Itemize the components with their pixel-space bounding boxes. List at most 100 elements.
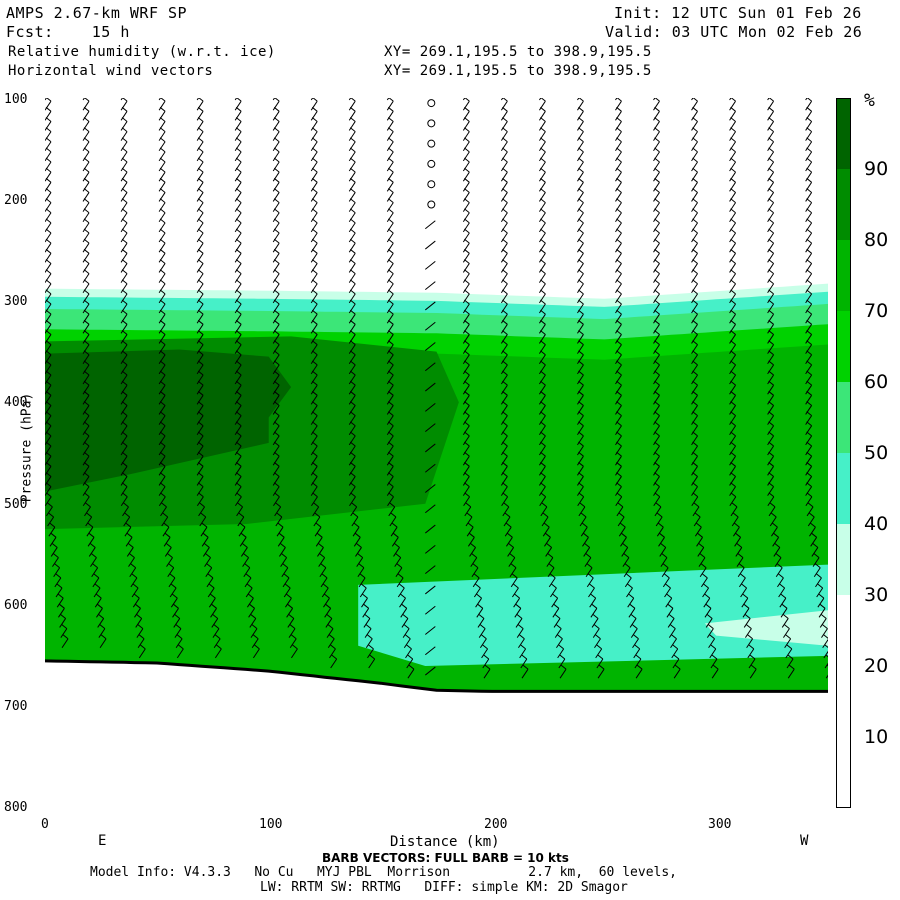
wind-barb-flag <box>540 411 546 416</box>
wind-barb <box>653 111 660 121</box>
wind-barb <box>252 648 260 659</box>
wind-barb <box>196 425 204 436</box>
wind-barb-flag <box>484 664 491 670</box>
wind-barb-flag <box>387 370 394 376</box>
wind-barb <box>805 324 813 334</box>
wind-barb-flag <box>159 380 166 386</box>
wind-barb-flag <box>578 127 584 132</box>
wind-barb <box>234 161 242 172</box>
wind-barb <box>348 202 356 212</box>
wind-barb-flag <box>197 360 204 366</box>
wind-barb-flag <box>768 492 775 498</box>
wind-barb-flag <box>121 218 128 224</box>
wind-barb <box>272 242 280 253</box>
wind-barb <box>577 253 584 263</box>
wind-barb <box>815 577 822 588</box>
wind-barb-flag <box>159 370 166 376</box>
wind-barb <box>167 567 175 578</box>
wind-barb-flag <box>655 502 662 508</box>
wind-barb <box>666 608 674 618</box>
wind-barb-flag <box>818 593 825 599</box>
wind-barb <box>362 608 370 618</box>
wind-barb <box>310 395 318 405</box>
wind-barb <box>519 648 527 659</box>
wind-barb-flag <box>97 603 103 609</box>
wind-barb-flag <box>242 543 248 548</box>
wind-barb-flag <box>202 532 209 538</box>
wind-barb <box>502 506 510 517</box>
wind-barb <box>390 526 398 537</box>
wind-barb <box>577 242 584 253</box>
wind-barb-flag <box>692 218 698 224</box>
wind-barb <box>172 608 179 618</box>
wind-barb <box>52 557 59 567</box>
wind-barb-flag <box>45 198 52 203</box>
wind-barb-flag <box>740 573 746 579</box>
wind-barb-flag <box>464 431 470 437</box>
wind-barb-flag <box>273 461 280 467</box>
wind-barb-flag <box>731 502 738 508</box>
wind-barb-flag <box>45 177 52 183</box>
wind-barb-flag <box>50 532 57 538</box>
wind-barb-flag <box>349 421 356 427</box>
wind-barb <box>348 466 356 476</box>
wind-barb-flag <box>387 238 394 244</box>
wind-barb-flag <box>349 472 356 477</box>
wind-barb-flag <box>83 472 90 477</box>
wind-barb-flag <box>693 502 700 508</box>
wind-barb-flag <box>311 269 318 274</box>
wind-barb <box>805 384 813 395</box>
wind-barb-flag <box>197 350 204 356</box>
wind-barb-flag <box>578 451 584 457</box>
wind-barb-flag <box>464 482 470 487</box>
wind-barb <box>272 445 280 456</box>
wind-barb <box>691 131 698 141</box>
wind-barb-flag <box>806 350 812 356</box>
wind-barb <box>196 98 200 101</box>
wind-barb <box>45 293 52 304</box>
wind-barb-flag <box>692 289 698 295</box>
wind-barb-flag <box>45 259 52 264</box>
wind-barb-flag <box>236 98 242 102</box>
wind-barb <box>462 171 470 182</box>
wind-barb <box>500 192 508 202</box>
wind-barb <box>691 242 698 253</box>
wind-barb <box>59 618 67 628</box>
wind-barb-flag <box>159 137 166 143</box>
wind-barb-flag <box>616 340 622 345</box>
wind-barb <box>120 151 128 162</box>
wind-barb <box>403 638 411 649</box>
wind-barb <box>45 263 52 273</box>
wind-barb <box>196 222 204 233</box>
wind-barb <box>615 222 622 233</box>
wind-barb-flag <box>173 603 179 609</box>
wind-barb-flag <box>83 177 90 183</box>
wind-barb <box>694 526 702 537</box>
wind-barb-flag <box>806 208 812 214</box>
wind-barb-flag <box>87 522 94 528</box>
wind-barb-flag <box>502 248 508 254</box>
wind-barb-flag <box>83 451 90 457</box>
wind-barb-flag <box>200 512 207 518</box>
wind-barb <box>45 141 52 152</box>
wind-barb <box>288 628 296 638</box>
wind-barb <box>120 232 128 243</box>
wind-barb <box>82 476 90 486</box>
wind-barb-flag <box>273 127 280 132</box>
wind-barb <box>323 597 330 608</box>
wind-barb-flag <box>311 299 318 305</box>
wind-barb-flag <box>311 289 318 295</box>
wind-barb <box>615 111 622 121</box>
wind-barb <box>822 638 828 649</box>
wind-barb-flag <box>159 188 166 193</box>
wind-barb <box>577 212 584 223</box>
wind-barb <box>234 182 242 192</box>
wind-barb <box>196 354 204 365</box>
wind-barb <box>658 537 665 547</box>
wind-barb <box>626 587 633 598</box>
wind-barb <box>348 192 356 202</box>
wind-barb-flag <box>513 583 519 589</box>
wind-barb-flag <box>730 482 736 487</box>
wind-barb <box>767 364 775 375</box>
wind-barb-flag <box>516 614 523 619</box>
